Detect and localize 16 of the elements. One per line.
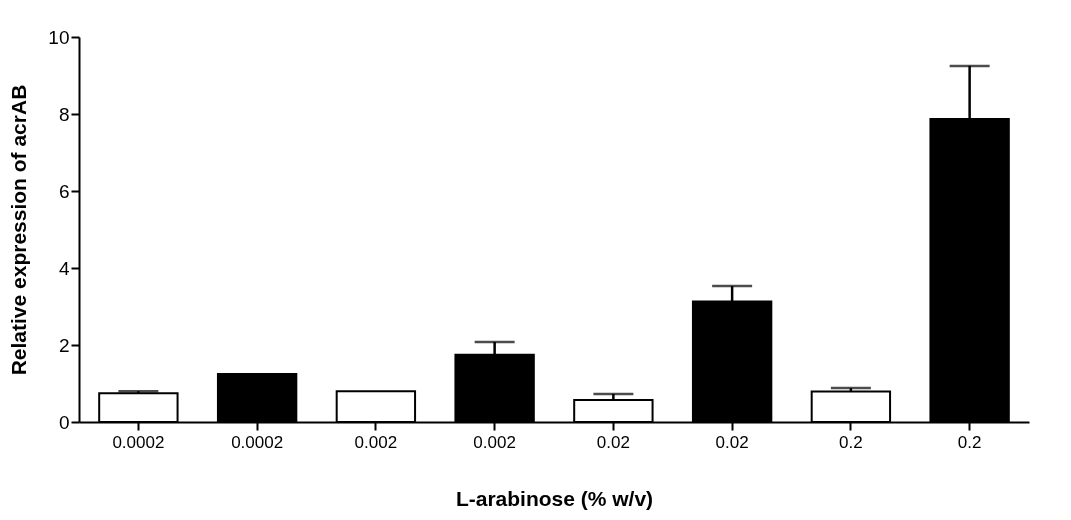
y-axis-title: Relative expression of acrAB [7, 84, 31, 376]
y-tick-label: 8 [58, 103, 70, 125]
x-tick-label: 0.0002 [231, 432, 284, 452]
x-tick-label: 0.002 [354, 432, 398, 452]
y-tick-label: 2 [58, 334, 70, 356]
y-tick-label: 6 [58, 180, 70, 202]
x-axis-title: L-arabinose (% w/v) [455, 486, 654, 510]
y-tick-label: 4 [58, 257, 70, 279]
x-tick-label: 0.2 [839, 432, 863, 452]
x-tick-label: 0.02 [596, 432, 630, 452]
y-tick-label: 0 [58, 411, 70, 433]
x-tick-label: 0.002 [473, 432, 516, 452]
x-tick-label: 0.0002 [112, 432, 165, 452]
x-tick-label: 0.2 [957, 432, 982, 452]
x-tick-label: 0.02 [715, 432, 749, 452]
y-tick-label: 10 [48, 26, 70, 48]
